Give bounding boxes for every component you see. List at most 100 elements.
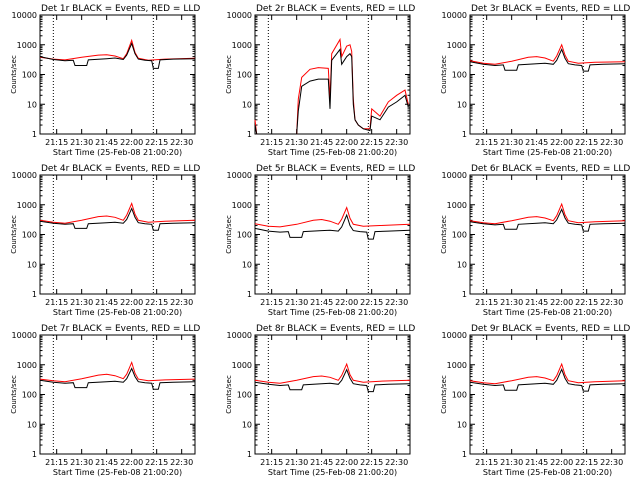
x-tick-label: 21:15 xyxy=(475,458,498,467)
chart-title: Det 2r BLACK = Events, RED = LLD xyxy=(256,4,415,14)
x-tick-label: 21:15 xyxy=(475,138,498,147)
y-tick-label: 10000 xyxy=(442,11,467,20)
x-axis-label: Start Time (25-Feb-08 21:00:20) xyxy=(483,308,612,317)
x-axis-label: Start Time (25-Feb-08 21:00:20) xyxy=(53,468,182,477)
events-series-line xyxy=(469,368,626,392)
x-tick-label: 22:30 xyxy=(170,298,193,307)
y-tick-label: 10000 xyxy=(12,171,37,180)
x-tick-label: 21:30 xyxy=(285,298,308,307)
x-tick-label: 22:30 xyxy=(385,298,408,307)
y-axis-label: Counts/sec xyxy=(440,375,448,414)
x-tick-label: 22:00 xyxy=(120,138,143,147)
x-tick-label: 21:45 xyxy=(310,458,333,467)
y-tick-label: 10 xyxy=(457,420,467,429)
y-tick-label: 10 xyxy=(242,260,252,269)
y-tick-label: 10 xyxy=(27,100,37,109)
plot-frame xyxy=(39,174,196,295)
x-tick-label: 22:00 xyxy=(120,298,143,307)
events-series-line xyxy=(39,367,196,390)
y-tick-label: 1 xyxy=(32,450,37,459)
x-tick-label: 22:00 xyxy=(335,138,358,147)
events-series-line xyxy=(469,208,626,232)
y-tick-label: 1 xyxy=(247,290,252,299)
chart-title: Det 4r BLACK = Events, RED = LLD xyxy=(41,164,200,174)
x-axis-label: Start Time (25-Feb-08 21:00:20) xyxy=(483,468,612,477)
y-tick-label: 1000 xyxy=(447,361,467,370)
panel-4: Det 4r BLACK = Events, RED = LLD 1 10 100 10… xyxy=(10,164,200,317)
lld-series-line xyxy=(469,362,626,385)
x-tick-label: 21:45 xyxy=(95,138,118,147)
x-tick-label: 21:15 xyxy=(45,298,68,307)
y-tick-label: 1 xyxy=(32,130,37,139)
x-tick-label: 21:45 xyxy=(525,458,548,467)
x-tick-label: 22:15 xyxy=(360,458,383,467)
x-tick-label: 22:00 xyxy=(550,138,573,147)
y-axis-label: Counts/sec xyxy=(225,55,233,94)
y-tick-label: 10 xyxy=(27,260,37,269)
panel-5: Det 5r BLACK = Events, RED = LLD 1 10 100 10… xyxy=(225,164,415,317)
y-tick-label: 100 xyxy=(452,391,467,400)
y-tick-label: 100 xyxy=(22,71,37,80)
y-axis-label: Counts/sec xyxy=(10,55,18,94)
x-axis-label: Start Time (25-Feb-08 21:00:20) xyxy=(53,308,182,317)
y-tick-label: 1 xyxy=(247,450,252,459)
x-tick-label: 22:15 xyxy=(360,138,383,147)
events-series-line xyxy=(469,48,626,72)
x-tick-label: 22:00 xyxy=(550,458,573,467)
x-tick-label: 22:15 xyxy=(575,458,598,467)
lld-series-line xyxy=(469,202,626,225)
events-series-line xyxy=(39,207,196,231)
panel-1: Det 1r BLACK = Events, RED = LLD 1 10 100 10… xyxy=(10,4,200,157)
y-tick-label: 1000 xyxy=(447,201,467,210)
lld-series-line xyxy=(254,37,409,135)
y-tick-label: 1 xyxy=(247,130,252,139)
chart-title: Det 6r BLACK = Events, RED = LLD xyxy=(471,164,630,174)
y-tick-label: 10 xyxy=(457,260,467,269)
y-tick-label: 1000 xyxy=(17,41,37,50)
y-tick-label: 1 xyxy=(462,450,467,459)
plot-frame xyxy=(254,174,411,295)
y-tick-label: 100 xyxy=(452,71,467,80)
events-series-line xyxy=(254,48,409,135)
x-tick-label: 21:15 xyxy=(475,298,498,307)
x-tick-label: 22:15 xyxy=(360,298,383,307)
x-tick-label: 21:30 xyxy=(500,298,523,307)
x-tick-label: 22:15 xyxy=(575,138,598,147)
panel-2: Det 2r BLACK = Events, RED = LLD 1 10 100 10… xyxy=(225,4,415,157)
x-tick-label: 22:15 xyxy=(575,298,598,307)
x-tick-label: 21:30 xyxy=(70,458,93,467)
y-tick-label: 100 xyxy=(22,231,37,240)
y-axis-label: Counts/sec xyxy=(225,215,233,254)
y-tick-label: 1000 xyxy=(17,361,37,370)
y-tick-label: 100 xyxy=(237,231,252,240)
x-axis-label: Start Time (25-Feb-08 21:00:20) xyxy=(268,308,397,317)
x-tick-label: 21:15 xyxy=(260,298,283,307)
lld-series-line xyxy=(39,202,196,224)
y-tick-label: 1000 xyxy=(17,201,37,210)
y-axis-label: Counts/sec xyxy=(440,55,448,94)
y-tick-label: 10 xyxy=(242,420,252,429)
x-tick-label: 21:45 xyxy=(525,138,548,147)
panel-7: Det 7r BLACK = Events, RED = LLD 1 10 100 10… xyxy=(10,324,200,477)
plot-frame xyxy=(39,334,196,455)
chart-title: Det 1r BLACK = Events, RED = LLD xyxy=(41,4,200,14)
chart-title: Det 8r BLACK = Events, RED = LLD xyxy=(256,324,415,334)
chart-title: Det 9r BLACK = Events, RED = LLD xyxy=(471,324,630,334)
y-tick-label: 10000 xyxy=(12,331,37,340)
panel-9: Det 9r BLACK = Events, RED = LLD 1 10 100 10… xyxy=(440,324,630,477)
x-tick-label: 21:30 xyxy=(285,138,308,147)
panel-6: Det 6r BLACK = Events, RED = LLD 1 10 100 10… xyxy=(440,164,630,317)
panel-8: Det 8r BLACK = Events, RED = LLD 1 10 100 10… xyxy=(225,324,415,477)
x-tick-label: 22:30 xyxy=(600,138,623,147)
x-tick-label: 22:00 xyxy=(550,298,573,307)
y-axis-label: Counts/sec xyxy=(10,215,18,254)
x-tick-label: 22:00 xyxy=(335,458,358,467)
x-axis-label: Start Time (25-Feb-08 21:00:20) xyxy=(483,148,612,157)
plot-frame xyxy=(469,174,626,295)
y-tick-label: 10 xyxy=(457,100,467,109)
x-tick-label: 21:45 xyxy=(310,138,333,147)
x-tick-label: 21:45 xyxy=(310,298,333,307)
y-tick-label: 1000 xyxy=(232,201,252,210)
y-tick-label: 10000 xyxy=(227,11,252,20)
